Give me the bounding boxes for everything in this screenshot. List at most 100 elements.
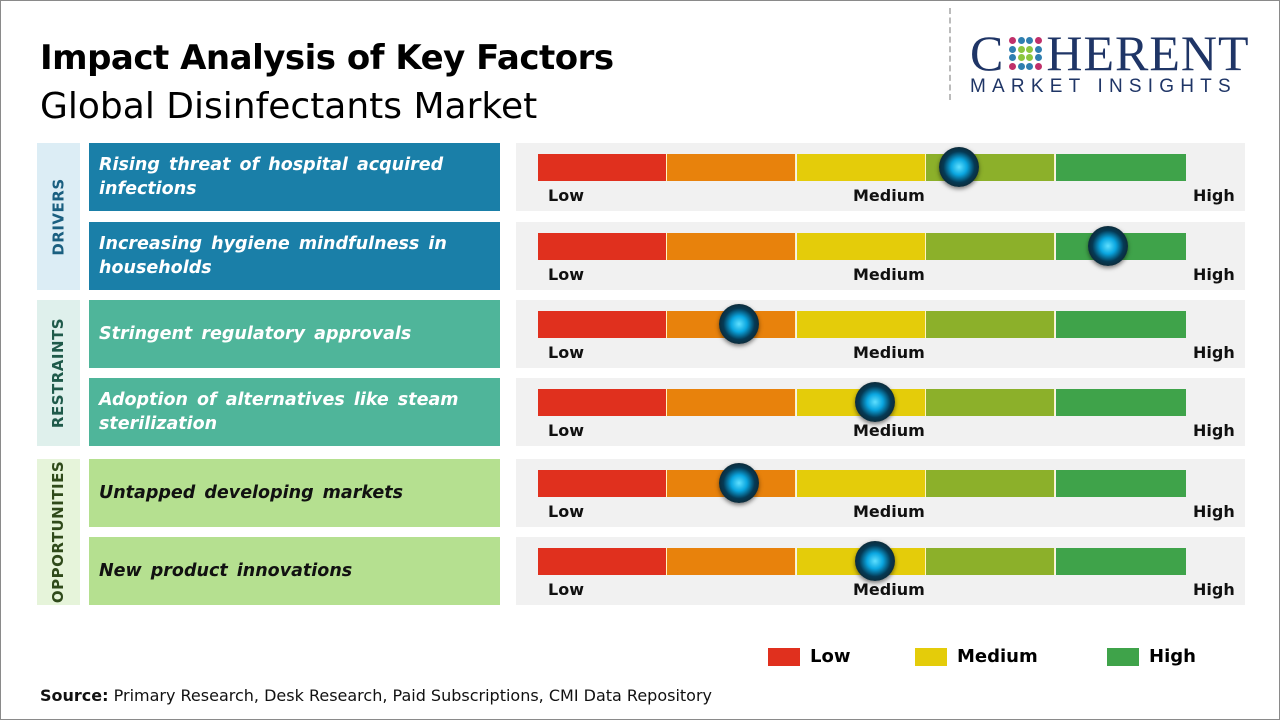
factor-text: Increasing hygiene mindfulness in househ… — [99, 234, 447, 278]
category-label: RESTRAINTS — [49, 317, 68, 429]
globe-dot — [1017, 45, 1025, 53]
gauge-label-medium: Medium — [853, 421, 925, 440]
gauge-segment — [926, 389, 1055, 416]
legend-high: High — [1107, 646, 1196, 667]
gauge-label-medium: Medium — [853, 265, 925, 284]
logo-letter: C — [970, 25, 1005, 81]
page-title: Impact Analysis of Key Factors — [40, 38, 614, 78]
globe-dot — [1009, 54, 1017, 61]
gauge-segment — [538, 548, 667, 575]
impact-marker — [1088, 226, 1129, 266]
legend-label: Medium — [957, 646, 1038, 667]
logo-tagline: MARKET INSIGHTS — [970, 76, 1237, 97]
impact-marker — [939, 147, 980, 187]
gauge-segment — [797, 470, 926, 497]
impact-marker — [718, 463, 759, 503]
factor-text: Stringent regulatory approvals — [99, 324, 412, 344]
legend-swatch-low — [768, 647, 800, 666]
category-restraints: RESTRAINTS — [37, 300, 80, 446]
category-label: OPPORTUNITIES — [49, 460, 68, 604]
legend-label: High — [1149, 646, 1196, 667]
gauge-label-low: Low — [548, 421, 584, 440]
impact-gauge: Low Medium High — [516, 222, 1245, 290]
category-drivers: DRIVERS — [37, 143, 80, 290]
globe-dot — [1034, 62, 1042, 70]
legend-swatch-high — [1107, 647, 1139, 666]
globe-dot — [1026, 62, 1034, 70]
legend-low: Low — [768, 646, 850, 667]
factor-label: Stringent regulatory approvals — [89, 300, 500, 368]
globe-dot — [1034, 37, 1042, 44]
gauge-label-low: Low — [548, 265, 584, 284]
gauge-segment — [538, 389, 667, 416]
globe-dot — [1026, 54, 1034, 61]
globe-dot — [1026, 37, 1034, 44]
legend-swatch-medium — [915, 647, 947, 666]
gauge-segment — [926, 311, 1055, 338]
source-note: Source: Primary Research, Desk Research,… — [40, 686, 712, 705]
gauge-segment — [926, 548, 1055, 575]
page-subtitle: Global Disinfectants Market — [40, 86, 538, 127]
gauge-segment — [797, 233, 926, 260]
globe-dot — [1017, 54, 1025, 61]
globe-dot — [1034, 54, 1042, 61]
gauge-label-low: Low — [548, 343, 584, 362]
gauge-segment — [926, 233, 1055, 260]
gauge-segment — [1056, 311, 1186, 338]
gauge-segment — [538, 154, 667, 181]
gauge-segment — [1056, 389, 1186, 416]
source-label: Source: — [40, 686, 109, 705]
legend-medium: Medium — [915, 646, 1038, 667]
globe-dot — [1009, 62, 1017, 70]
gauge-label-low: Low — [548, 186, 584, 205]
gauge-label-high: High — [1193, 265, 1235, 284]
gauge-label-high: High — [1193, 580, 1235, 599]
category-opportunities: OPPORTUNITIES — [37, 459, 80, 605]
impact-gauge: Low Medium High — [516, 459, 1245, 527]
globe-dot — [1017, 37, 1025, 44]
factor-text: Untapped developing markets — [99, 483, 404, 503]
impact-gauge: Low Medium High — [516, 537, 1245, 605]
category-label: DRIVERS — [49, 177, 68, 256]
gauge-label-high: High — [1193, 186, 1235, 205]
factor-text: Adoption of alternatives like steam ster… — [99, 390, 459, 434]
impact-marker — [854, 541, 895, 581]
gauge-label-high: High — [1193, 343, 1235, 362]
factor-label: Untapped developing markets — [89, 459, 500, 527]
impact-marker — [718, 304, 759, 344]
globe-dot — [1026, 45, 1034, 53]
globe-dot — [1034, 45, 1042, 53]
gauge-segment — [797, 311, 926, 338]
logo-word: HERENT — [1046, 25, 1250, 81]
legend-label: Low — [810, 646, 851, 667]
globe-icon — [1006, 34, 1044, 72]
gauge-segment — [1056, 154, 1186, 181]
globe-dot — [1009, 45, 1017, 53]
gauge-label-medium: Medium — [853, 186, 925, 205]
gauge-label-medium: Medium — [853, 502, 925, 521]
impact-gauge: Low Medium High — [516, 300, 1245, 368]
impact-gauge: Low Medium High — [516, 378, 1245, 446]
gauge-segment — [538, 470, 667, 497]
gauge-label-low: Low — [548, 580, 584, 599]
gauge-segment — [797, 154, 926, 181]
logo-divider — [949, 8, 951, 100]
gauge-segment — [1056, 470, 1186, 497]
source-text: Primary Research, Desk Research, Paid Su… — [108, 686, 712, 705]
gauge-label-high: High — [1193, 502, 1235, 521]
gauge-segment — [926, 470, 1055, 497]
factor-label: Increasing hygiene mindfulness in househ… — [89, 222, 500, 290]
gauge-segment — [538, 233, 667, 260]
gauge-label-medium: Medium — [853, 580, 925, 599]
impact-marker — [854, 382, 895, 422]
gauge-label-high: High — [1193, 421, 1235, 440]
logo: C HERENT MARKET INSIGHTS — [970, 28, 1260, 98]
gauge-segment — [667, 233, 796, 260]
factor-text: Rising threat of hospital acquired infec… — [99, 155, 444, 199]
gauge-label-low: Low — [548, 502, 584, 521]
gauge-segment — [667, 154, 796, 181]
factor-label: Adoption of alternatives like steam ster… — [89, 378, 500, 446]
gauge-segment — [1056, 548, 1186, 575]
gauge-segment — [667, 389, 796, 416]
factor-label: New product innovations — [89, 537, 500, 605]
